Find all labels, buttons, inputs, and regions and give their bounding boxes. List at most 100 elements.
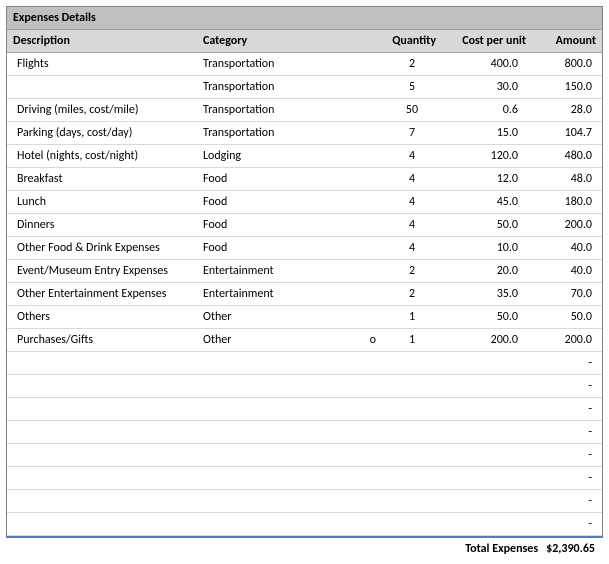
cell-amount: 180.0: [532, 191, 602, 214]
cell-cost-per-unit: 0.6: [442, 99, 532, 122]
cell-cost-per-unit: [442, 490, 532, 513]
table-row: BreakfastFood412.048.0: [7, 168, 602, 191]
cell-quantity: 4: [382, 237, 442, 260]
cell-quantity: 50: [382, 99, 442, 122]
cell-amount: -: [532, 398, 602, 421]
cell-cost-per-unit: 45.0: [442, 191, 532, 214]
cell-mark: [362, 421, 382, 444]
table-row: Transportation530.0150.0: [7, 76, 602, 99]
col-header-amount: Amount: [532, 30, 602, 53]
cell-amount: 40.0: [532, 260, 602, 283]
table-row: -: [7, 398, 602, 421]
cell-quantity: 7: [382, 122, 442, 145]
cell-description: Event/Museum Entry Expenses: [7, 260, 197, 283]
table-row: -: [7, 490, 602, 513]
cell-quantity: [382, 375, 442, 398]
table-row: LunchFood445.0180.0: [7, 191, 602, 214]
cell-quantity: 1: [382, 306, 442, 329]
cell-amount: 200.0: [532, 329, 602, 352]
cell-quantity: [382, 352, 442, 375]
col-header-description: Description: [7, 30, 197, 53]
cell-quantity: [382, 398, 442, 421]
cell-quantity: 2: [382, 53, 442, 76]
cell-cost-per-unit: 120.0: [442, 145, 532, 168]
cell-mark: [362, 375, 382, 398]
cell-category: Food: [197, 237, 362, 260]
cell-cost-per-unit: 35.0: [442, 283, 532, 306]
cell-amount: 50.0: [532, 306, 602, 329]
cell-category: Other: [197, 329, 362, 352]
cell-cost-per-unit: 200.0: [442, 329, 532, 352]
sheet-title: Expenses Details: [7, 7, 602, 30]
expenses-sheet: Expenses Details Description Category Qu…: [6, 6, 603, 538]
cell-amount: 200.0: [532, 214, 602, 237]
cell-cost-per-unit: 50.0: [442, 214, 532, 237]
total-value: $2,390.65: [546, 542, 595, 556]
table-row: OthersOther150.050.0: [7, 306, 602, 329]
cell-cost-per-unit: [442, 513, 532, 536]
table-row: -: [7, 421, 602, 444]
cell-description: [7, 444, 197, 467]
cell-amount: 70.0: [532, 283, 602, 306]
cell-category: Food: [197, 214, 362, 237]
cell-category: [197, 398, 362, 421]
cell-mark: [362, 513, 382, 536]
table-row: -: [7, 444, 602, 467]
table-row: Purchases/GiftsOthero1200.0200.0: [7, 329, 602, 352]
cell-amount: -: [532, 375, 602, 398]
table-row: FlightsTransportation2400.0800.0: [7, 53, 602, 76]
cell-mark: [362, 122, 382, 145]
cell-description: Lunch: [7, 191, 197, 214]
cell-description: [7, 375, 197, 398]
cell-category: Transportation: [197, 53, 362, 76]
cell-quantity: 5: [382, 76, 442, 99]
cell-description: Other Entertainment Expenses: [7, 283, 197, 306]
cell-category: Transportation: [197, 76, 362, 99]
table-row: Other Entertainment ExpensesEntertainmen…: [7, 283, 602, 306]
cell-quantity: 4: [382, 191, 442, 214]
header-row: Description Category Quantity Cost per u…: [7, 30, 602, 53]
cell-quantity: [382, 513, 442, 536]
cell-description: Driving (miles, cost/mile): [7, 99, 197, 122]
cell-category: [197, 467, 362, 490]
cell-description: [7, 76, 197, 99]
cell-description: [7, 513, 197, 536]
cell-category: Entertainment: [197, 260, 362, 283]
cell-category: Transportation: [197, 122, 362, 145]
cell-amount: -: [532, 444, 602, 467]
cell-amount: 800.0: [532, 53, 602, 76]
cell-mark: [362, 237, 382, 260]
cell-cost-per-unit: 30.0: [442, 76, 532, 99]
cell-cost-per-unit: 15.0: [442, 122, 532, 145]
cell-amount: 104.7: [532, 122, 602, 145]
table-row: Hotel (nights, cost/night)Lodging4120.04…: [7, 145, 602, 168]
cell-cost-per-unit: 10.0: [442, 237, 532, 260]
cell-description: Others: [7, 306, 197, 329]
cell-quantity: 4: [382, 214, 442, 237]
cell-mark: [362, 260, 382, 283]
cell-description: [7, 398, 197, 421]
cell-mark: [362, 214, 382, 237]
cell-mark: [362, 99, 382, 122]
cell-mark: [362, 352, 382, 375]
cell-amount: -: [532, 490, 602, 513]
cell-mark: [362, 444, 382, 467]
expenses-table: Description Category Quantity Cost per u…: [7, 30, 602, 536]
cell-description: Breakfast: [7, 168, 197, 191]
cell-description: Flights: [7, 53, 197, 76]
cell-category: Entertainment: [197, 283, 362, 306]
cell-amount: -: [532, 467, 602, 490]
cell-description: Purchases/Gifts: [7, 329, 197, 352]
cell-amount: 40.0: [532, 237, 602, 260]
cell-cost-per-unit: 50.0: [442, 306, 532, 329]
cell-category: [197, 375, 362, 398]
cell-cost-per-unit: 12.0: [442, 168, 532, 191]
cell-description: [7, 421, 197, 444]
cell-mark: [362, 490, 382, 513]
cell-mark: [362, 398, 382, 421]
cell-category: [197, 444, 362, 467]
cell-category: Other: [197, 306, 362, 329]
cell-cost-per-unit: [442, 375, 532, 398]
cell-mark: [362, 283, 382, 306]
cell-mark: [362, 467, 382, 490]
